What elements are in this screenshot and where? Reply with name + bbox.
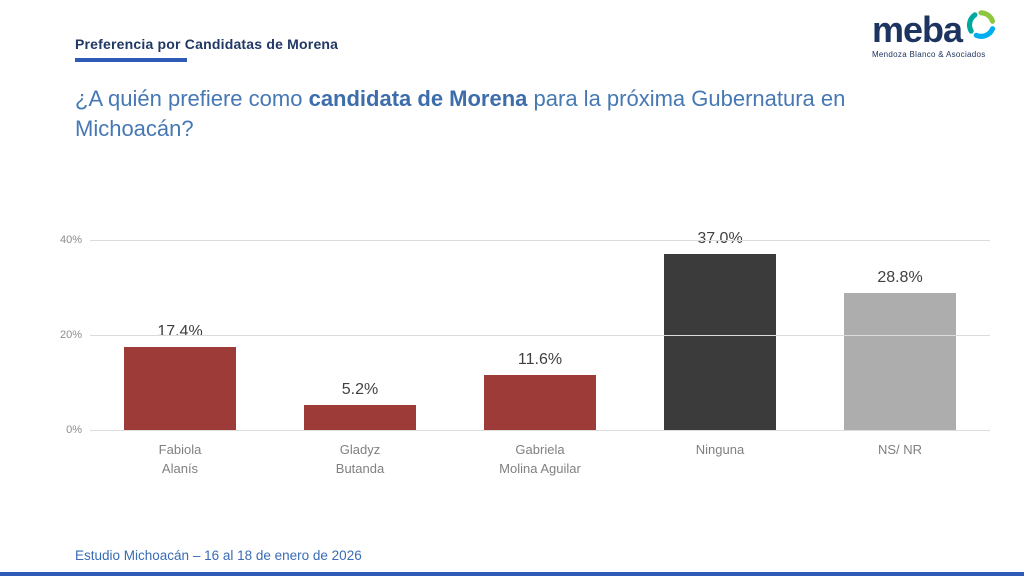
category-label: Ninguna — [695, 442, 745, 457]
bar-group: 5.2% — [270, 381, 450, 430]
x-axis-labels: Fabiola Alanís Gladyz Butanda Gabriela Molina… — [90, 441, 990, 479]
category-label: NS/ NR — [877, 442, 923, 457]
bar-group: 11.6% — [450, 351, 630, 430]
gridline-20pct — [90, 335, 990, 336]
gridline-40pct — [90, 240, 990, 241]
bar — [484, 374, 596, 430]
logo-wordmark: meba — [871, 9, 963, 50]
bar — [844, 293, 956, 430]
question-bold: candidata de Morena — [308, 86, 528, 111]
logo-subtitle: Mendoza Blanco & Asociados — [871, 50, 986, 59]
y-axis-tick-label: 20% — [59, 329, 82, 341]
bars-container: 17.4% 5.2% 11.6% 37.0% 28.8% — [90, 230, 990, 430]
bottom-accent-line — [0, 572, 1024, 576]
question-post: para la próxima Gubernatura en Michoacán… — [75, 86, 846, 141]
meba-logo: meba Mendoza Blanco & Asociados — [871, 9, 996, 59]
bar — [664, 254, 776, 430]
question-pre: ¿A quién prefiere como — [75, 86, 309, 111]
y-axis-tick-label: 40% — [59, 234, 82, 246]
category-label: Fabiola Alanís — [158, 442, 202, 476]
bar-group: 37.0% — [630, 230, 810, 430]
bar-value-label: 5.2% — [341, 381, 379, 399]
bar-value-label: 28.8% — [877, 269, 923, 287]
bar — [304, 405, 416, 430]
category-label: Gladyz Butanda — [335, 442, 385, 476]
bar-value-label: 11.6% — [517, 350, 563, 368]
category-label: Gabriela Molina Aguilar — [499, 442, 581, 476]
gridline-0pct — [90, 430, 990, 431]
bar-group: 17.4% — [90, 323, 270, 430]
bar — [124, 347, 236, 430]
question-title: ¿A quién prefiere como candidata de More… — [75, 84, 905, 143]
accent-underline — [75, 58, 187, 62]
y-axis-tick-label: 0% — [66, 424, 82, 436]
meba-swirl-icon — [966, 10, 996, 45]
bar-chart-plot-area: 17.4% 5.2% 11.6% 37.0% 28.8% — [90, 230, 990, 431]
bar-group: 28.8% — [810, 269, 990, 430]
section-title: Preferencia por Candidatas de Morena — [75, 36, 339, 52]
bar-value-label: 37.0% — [697, 230, 743, 248]
bar-value-label: 17.4% — [157, 323, 203, 341]
footer-note: Estudio Michoacán – 16 al 18 de enero de… — [75, 548, 362, 563]
